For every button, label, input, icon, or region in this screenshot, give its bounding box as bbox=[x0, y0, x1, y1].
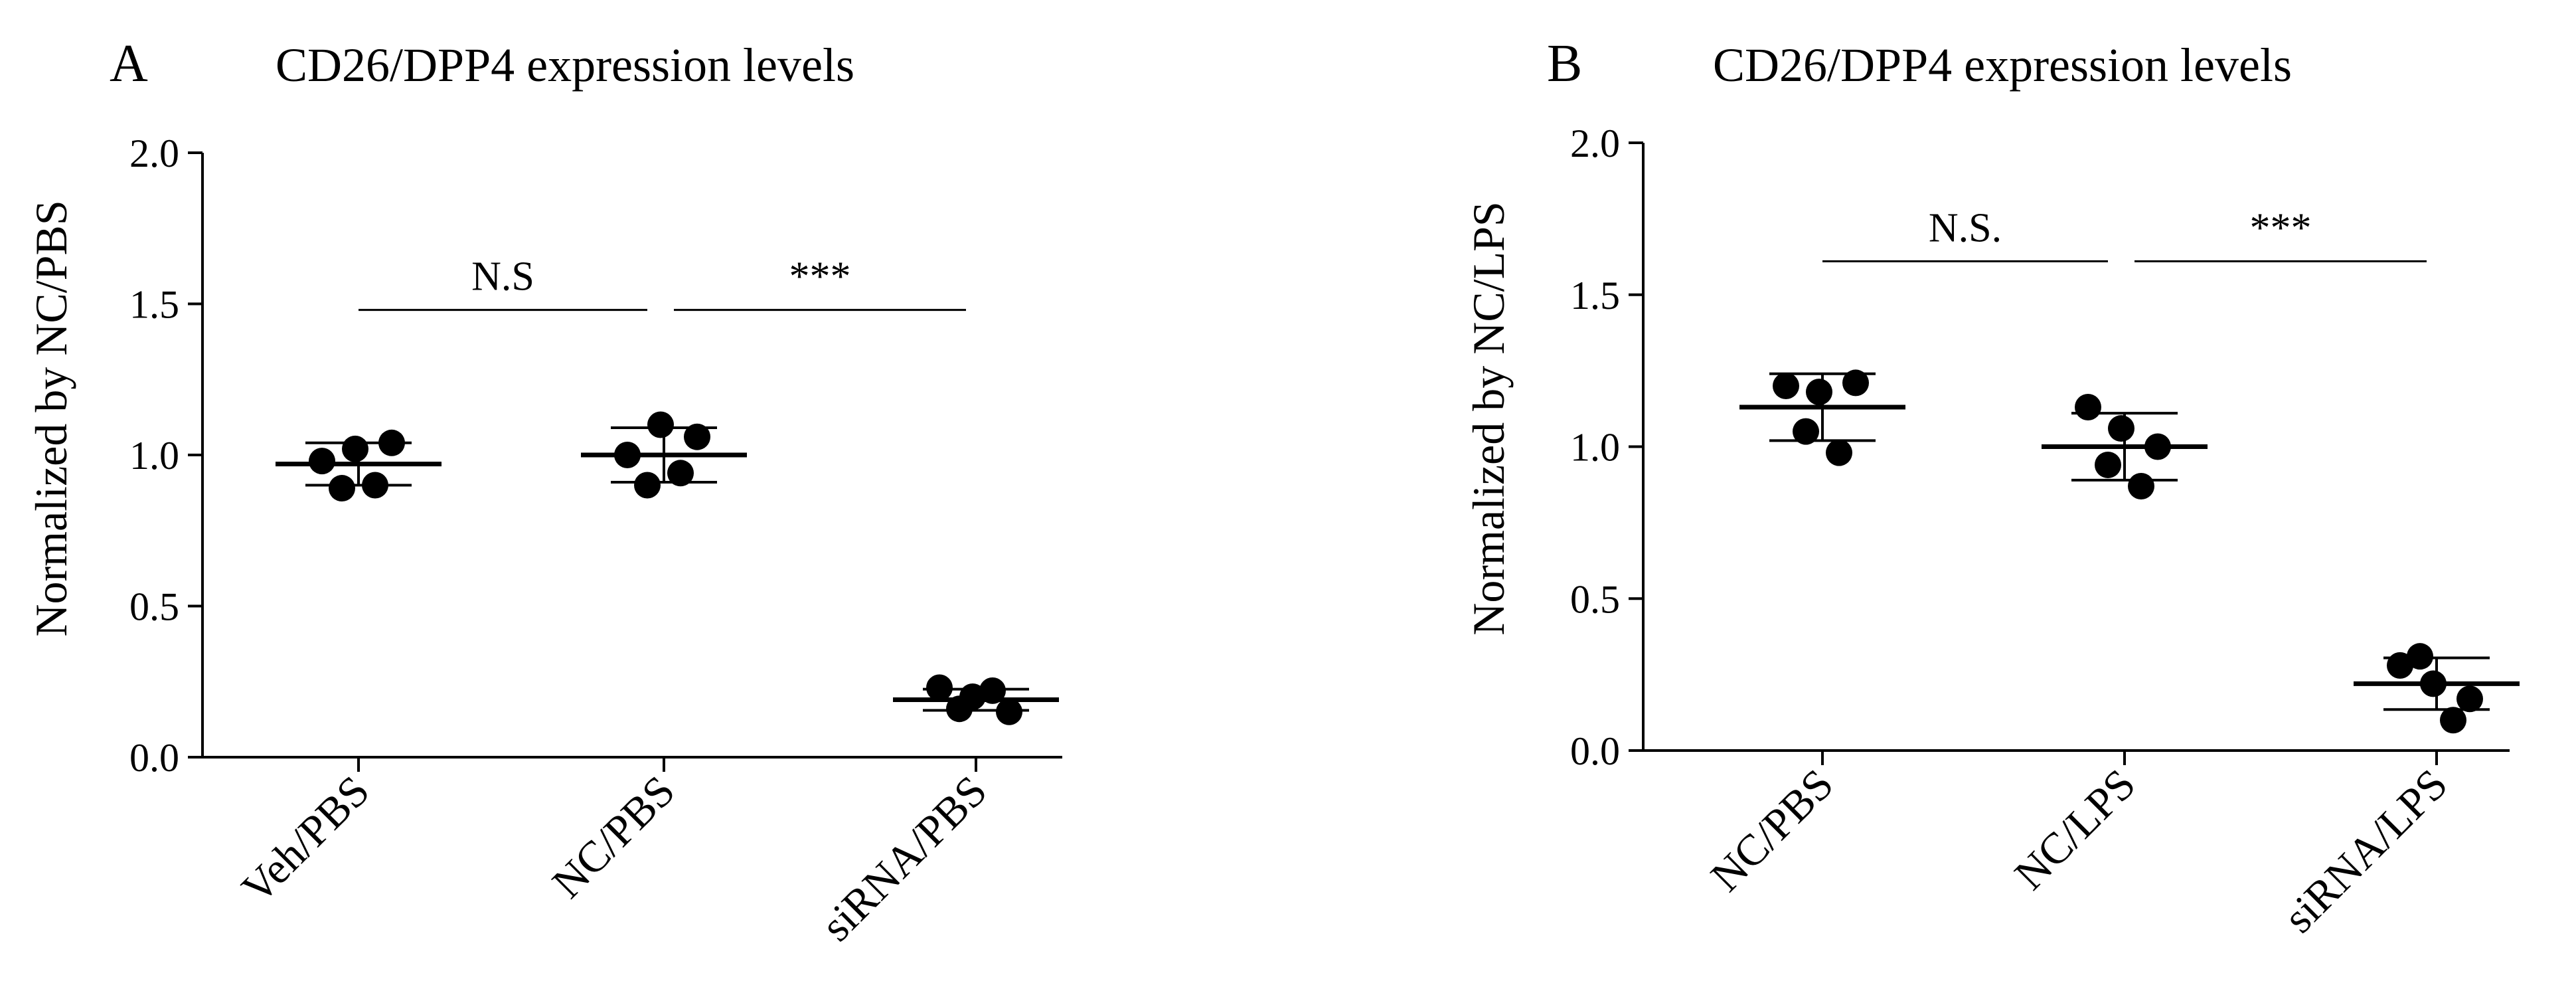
y-tick-label-b: 2.0 bbox=[1570, 122, 1620, 165]
significance-label-b: N.S. bbox=[1929, 205, 2002, 250]
data-point-a bbox=[378, 429, 405, 456]
y-axis-label-b: Normalized by NC/LPS bbox=[1463, 201, 1514, 636]
y-tick-label-b: 1.5 bbox=[1570, 274, 1620, 317]
data-point-b bbox=[1826, 439, 1852, 466]
data-point-b bbox=[2144, 433, 2171, 460]
y-tick-label-b: 1.0 bbox=[1570, 426, 1620, 470]
x-category-label-b: NC/LPS bbox=[2006, 760, 2145, 899]
y-tick-label-a: 0.5 bbox=[129, 585, 179, 629]
data-point-b bbox=[1773, 373, 1799, 399]
data-point-b bbox=[2420, 670, 2447, 697]
data-point-b bbox=[1806, 379, 1832, 406]
data-point-b bbox=[2407, 643, 2433, 670]
significance-label-a: *** bbox=[789, 254, 851, 300]
y-tick-label-a: 1.0 bbox=[129, 434, 179, 478]
data-point-b bbox=[1842, 369, 1869, 397]
chart-panel-b: 0.0 0.5 1.0 1.5 2.0 NC/PBS NC/LPS siRNA/LPS N.S.… bbox=[1570, 122, 2520, 942]
data-point-a bbox=[647, 411, 674, 438]
x-category-label-a: siRNA/PBS bbox=[812, 766, 996, 950]
data-point-b bbox=[2456, 685, 2483, 713]
data-point-a bbox=[634, 472, 661, 499]
x-category-label-a: Veh/PBS bbox=[232, 766, 378, 913]
data-point-b bbox=[2108, 415, 2134, 442]
significance-label-a: N.S bbox=[471, 254, 534, 300]
x-category-label-a: NC/PBS bbox=[543, 766, 684, 907]
significance-label-b: *** bbox=[2250, 205, 2312, 250]
data-point-b bbox=[1793, 418, 1819, 445]
data-point-b bbox=[2440, 707, 2466, 734]
panel-letter-a: A bbox=[110, 35, 148, 93]
data-point-a bbox=[329, 475, 355, 502]
data-point-b bbox=[2387, 652, 2413, 679]
data-point-a bbox=[309, 448, 335, 475]
y-axis-label-a: Normalized by NC/PBS bbox=[26, 200, 76, 636]
data-point-a bbox=[979, 677, 1006, 704]
data-point-a bbox=[667, 460, 694, 487]
y-tick-label-a: 0.0 bbox=[129, 736, 179, 780]
y-tick-label-a: 2.0 bbox=[129, 132, 179, 175]
data-point-b bbox=[2075, 394, 2101, 421]
y-tick-label-b: 0.5 bbox=[1570, 577, 1620, 621]
data-point-a bbox=[996, 698, 1022, 725]
data-point-a bbox=[926, 674, 953, 701]
x-category-label-b: NC/PBS bbox=[1702, 760, 1842, 901]
chart-panel-a: 0.0 0.5 1.0 1.5 2.0 Veh/PBS NC/PBS siRNA/PBS N.S… bbox=[129, 132, 1062, 950]
chart-title-b: CD26/DPP4 expression levels bbox=[1713, 39, 2292, 92]
chart-title-a: CD26/DPP4 expression levels bbox=[276, 39, 854, 92]
data-point-a bbox=[946, 695, 973, 723]
data-point-b bbox=[2128, 472, 2154, 499]
data-point-b bbox=[2095, 451, 2121, 478]
y-tick-label-b: 0.0 bbox=[1570, 729, 1620, 773]
x-category-label-b: siRNA/LPS bbox=[2275, 760, 2457, 942]
y-tick-label-a: 1.5 bbox=[129, 283, 179, 327]
data-point-a bbox=[362, 472, 388, 499]
data-point-a bbox=[684, 423, 710, 450]
data-point-a bbox=[614, 442, 641, 468]
panel-letter-b: B bbox=[1547, 35, 1582, 93]
data-point-a bbox=[342, 435, 368, 462]
